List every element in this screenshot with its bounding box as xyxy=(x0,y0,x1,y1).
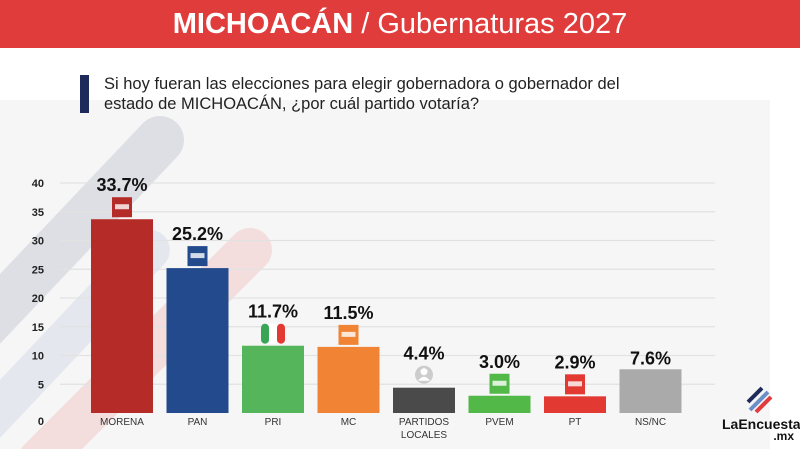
y-tick-label: 10 xyxy=(32,351,44,363)
person-icon xyxy=(415,365,433,384)
y-tick-label: 0 xyxy=(38,416,44,428)
bar-ns-nc xyxy=(619,369,682,413)
data-label: 3.0% xyxy=(479,352,520,372)
y-tick-label: 5 xyxy=(38,379,44,391)
x-tick-label: PT xyxy=(569,417,582,428)
x-tick-label: PAN xyxy=(188,417,208,428)
pan-logo-icon xyxy=(187,246,208,267)
morena-logo-icon xyxy=(112,197,132,218)
bar-pvem xyxy=(468,395,531,413)
x-tick-label: MORENA xyxy=(100,417,144,428)
data-label: 11.7% xyxy=(248,302,298,322)
bar-pt xyxy=(544,396,606,413)
y-tick-label: 30 xyxy=(32,236,44,248)
x-tick-label: PARTIDOS xyxy=(399,417,450,428)
data-label: 33.7% xyxy=(96,175,147,195)
bar-morena xyxy=(91,219,153,413)
x-tick-label: PRI xyxy=(265,417,282,428)
question-text: Si hoy fueran las elecciones para elegir… xyxy=(104,75,620,113)
title-state: MICHOACÁN xyxy=(172,8,354,40)
y-tick-label: 20 xyxy=(32,293,44,305)
header-title: MICHOACÁN / Gubernaturas 2027 xyxy=(0,0,800,48)
bar-partidos-locales xyxy=(393,387,455,413)
data-label: 4.4% xyxy=(403,344,444,364)
title-subject: / Gubernaturas 2027 xyxy=(353,8,628,40)
y-tick-label: 35 xyxy=(32,207,44,219)
bar-pri xyxy=(242,345,304,413)
question-accent-bar xyxy=(80,75,89,113)
logo-suffix: .mx xyxy=(773,429,794,443)
y-tick-label: 40 xyxy=(32,178,44,190)
pri-logo-icon xyxy=(261,323,285,344)
x-tick-label: MC xyxy=(341,417,357,428)
bar-pan xyxy=(166,268,229,413)
x-tick-label: LOCALES xyxy=(401,430,447,441)
mc-logo-icon xyxy=(338,324,359,345)
x-tick-label: NS/NC xyxy=(635,417,666,428)
pt-logo-icon xyxy=(565,374,585,395)
laencuesta-logo: LaEncuesta .mx xyxy=(722,380,800,443)
pvem-logo-icon xyxy=(489,373,510,394)
y-tick-label: 15 xyxy=(32,322,44,334)
data-label: 2.9% xyxy=(554,352,595,372)
data-label: 11.5% xyxy=(323,303,373,323)
x-tick-label: PVEM xyxy=(485,417,513,428)
logo-stripes-icon xyxy=(746,386,773,414)
data-label: 25.2% xyxy=(172,224,223,244)
bar-mc xyxy=(317,346,380,413)
data-label: 7.6% xyxy=(630,348,671,368)
y-tick-label: 25 xyxy=(32,264,44,276)
logo-name: LaEncuesta xyxy=(722,416,800,432)
